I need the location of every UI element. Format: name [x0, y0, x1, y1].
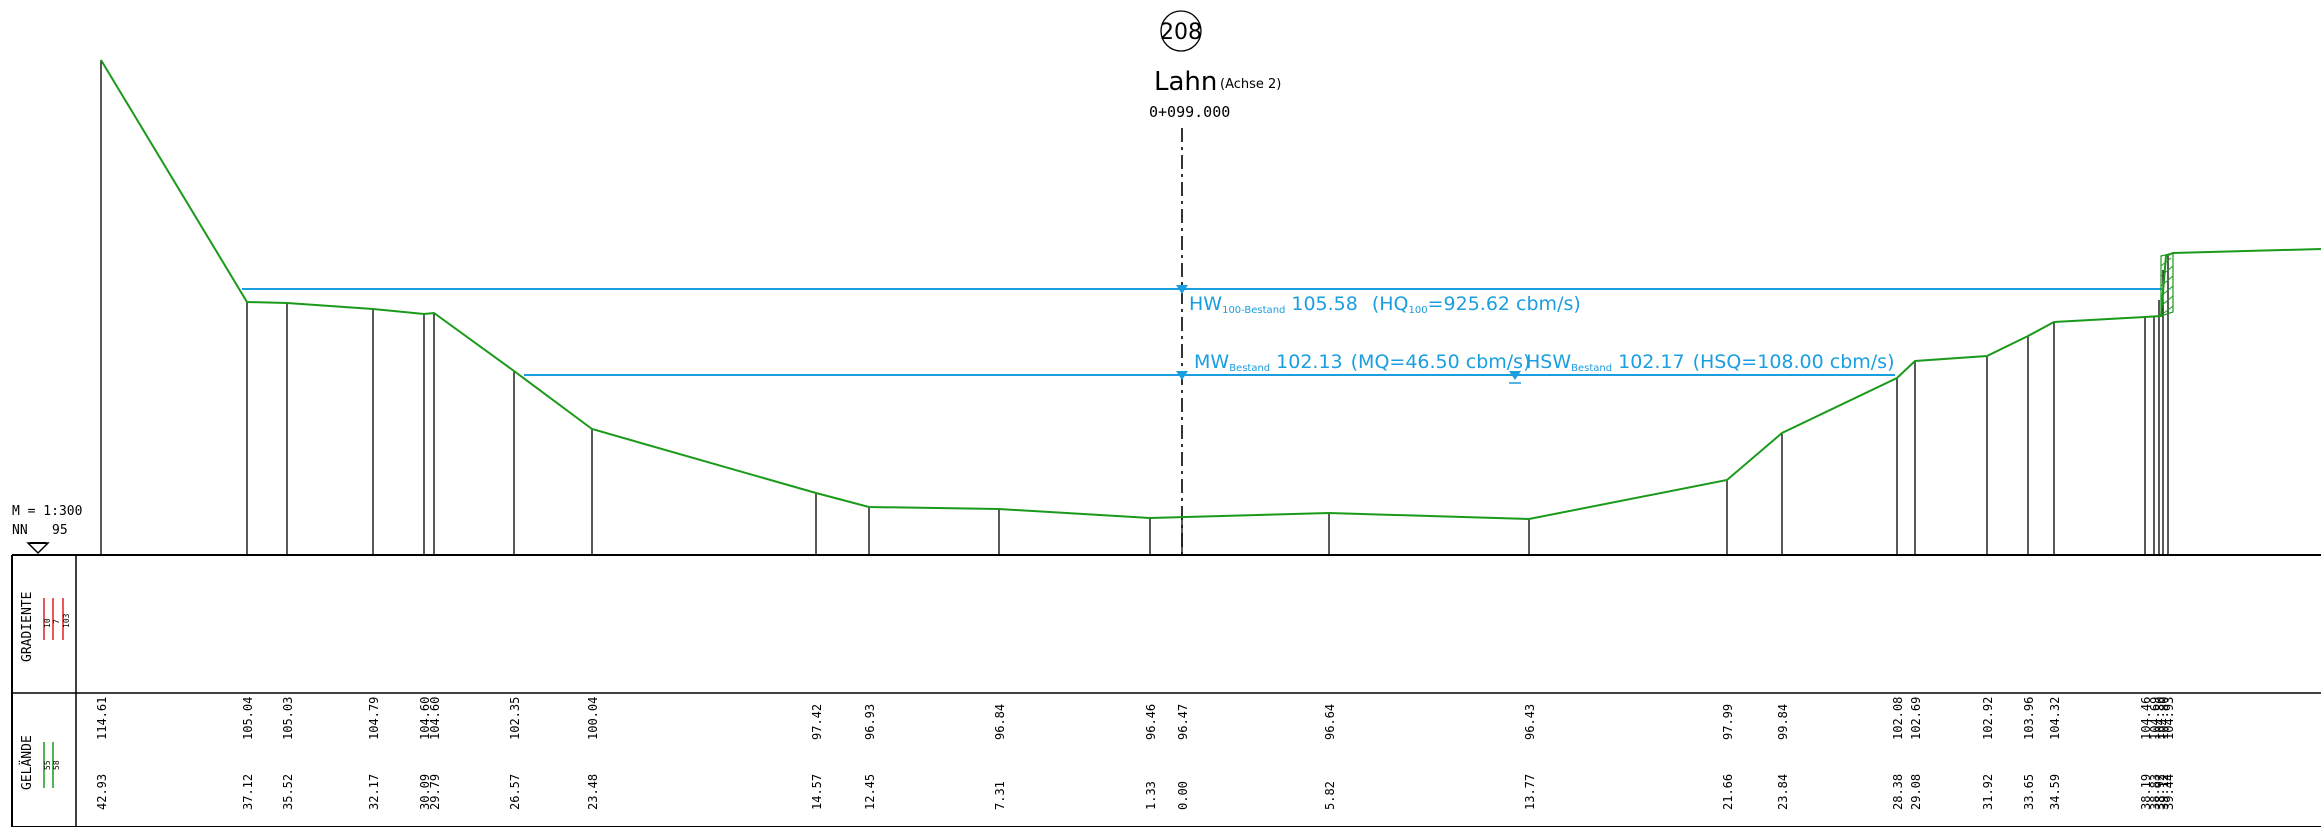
elevation-label: 104.93 [2162, 697, 2176, 740]
elevation-label: 96.84 [993, 704, 1007, 740]
distance-label: 1.33 [1144, 781, 1158, 810]
elevation-label: 97.42 [810, 704, 824, 740]
gelaende-legend: 55 58 [43, 742, 61, 788]
distance-label: 21.66 [1721, 774, 1735, 810]
elevation-label: 96.43 [1523, 704, 1537, 740]
elevation-label: 96.64 [1323, 704, 1337, 740]
elevation-label: 102.35 [508, 697, 522, 740]
elevation-label: 104.60 [418, 697, 432, 740]
distance-label: 12.45 [863, 774, 877, 810]
mw-label: MWBestand 102.13 (MQ=46.50 cbm/s) [1194, 351, 1530, 374]
station-number-circle [1160, 10, 1202, 52]
elevation-label: 114.61 [95, 697, 109, 740]
scale-ratio: M = 1:300 [12, 504, 82, 519]
gelaende-label: GELÄNDE [19, 735, 35, 790]
distance-label: 38.83 [2148, 774, 2162, 810]
mw-marker-icon [1176, 371, 1188, 380]
elevation-label: 100.04 [586, 697, 600, 740]
data-table: GRADIENTE 10 7 103 GELÄNDE 55 58 114.61 4… [11, 554, 2321, 827]
elevation-label: 102.69 [1909, 697, 1923, 740]
distance-label: 38.19 [2139, 774, 2153, 810]
elevation-label: 104.80 [2153, 697, 2167, 740]
terrain-verticals [100, 60, 2169, 555]
elevation-label: 103.96 [2022, 697, 2036, 740]
elevation-label: 104.60 [428, 697, 442, 740]
elevation-label: 105.03 [281, 697, 295, 740]
distance-label: 13.77 [1523, 774, 1537, 810]
datum-value: 95 [52, 523, 68, 538]
gelaende-legend-2: 58 [52, 760, 61, 770]
elevation-label: 104.32 [2048, 697, 2062, 740]
gradiente-label: GRADIENTE [20, 592, 35, 662]
distance-label: 42.93 [95, 774, 109, 810]
elevation-label: 104.69 [2148, 697, 2162, 740]
distance-label: 0.00 [1176, 781, 1190, 810]
elevation-label: 104.80 [2157, 697, 2171, 740]
gradiente-legend: 10 7 103 [43, 598, 71, 640]
datum-label: NN [12, 523, 28, 538]
chainage-label: 0+099.000 [1149, 103, 1230, 121]
distance-label: 39.12 [2157, 774, 2171, 810]
gradiente-legend-1: 10 [43, 618, 52, 628]
gelaende-legend-1: 55 [43, 760, 52, 770]
distance-label: 37.12 [241, 774, 255, 810]
river-name: Lahn [1154, 67, 1217, 97]
hsw-marker-icon [1509, 371, 1521, 380]
station-number: 208 [1160, 20, 1202, 45]
water-levels: HW100-Bestand 105.58 (HQ100=925.62 cbm/s) … [242, 285, 2162, 384]
distance-label: 39.44 [2162, 774, 2176, 810]
station-header: 208 Lahn (Achse 2) 0+099.000 [1149, 10, 1281, 555]
hw-marker-icon [1176, 285, 1188, 294]
distance-label: 38.92 [2153, 774, 2167, 810]
hw-label: HW100-Bestand 105.58 (HQ100=925.62 cbm/s) [1189, 293, 1581, 316]
distance-label: 28.38 [1891, 774, 1905, 810]
distance-label: 29.08 [1909, 774, 1923, 810]
elevation-label: 96.46 [1144, 704, 1158, 740]
distance-label: 33.65 [2022, 774, 2036, 810]
datum-marker-icon [26, 542, 50, 555]
distance-label: 7.31 [993, 781, 1007, 810]
elevation-label: 96.47 [1176, 704, 1190, 740]
elevation-label: 102.92 [1981, 697, 1995, 740]
terrain-line [100, 59, 2321, 521]
hsw-label: HSWBestand 102.17 (HSQ=108.00 cbm/s) [1526, 351, 1894, 374]
elevation-label: 96.93 [863, 704, 877, 740]
distance-label: 31.92 [1981, 774, 1995, 810]
elevation-label: 105.04 [241, 697, 255, 740]
elevation-label: 102.08 [1891, 697, 1905, 740]
scale-info: M = 1:300 NN 95 [12, 504, 82, 555]
axis-label: (Achse 2) [1220, 77, 1281, 92]
distance-label: 34.59 [2048, 774, 2062, 810]
profile-labels: 114.61 42.93 105.04 37.12 105.03 35.52 104.79 3… [95, 697, 2176, 810]
distance-label: 35.52 [281, 774, 295, 810]
elevation-label: 104.46 [2139, 697, 2153, 740]
distance-label: 23.84 [1776, 774, 1790, 810]
terrain-profile [100, 59, 2321, 555]
elevation-label: 99.84 [1776, 704, 1790, 740]
distance-label: 32.17 [367, 774, 381, 810]
distance-label: 5.82 [1323, 781, 1337, 810]
distance-label: 30.09 [418, 774, 432, 810]
distance-label: 26.57 [508, 774, 522, 810]
distance-label: 14.57 [810, 774, 824, 810]
distance-label: 23.48 [586, 774, 600, 810]
gradiente-legend-3: 103 [62, 613, 71, 628]
elevation-label: 97.99 [1721, 704, 1735, 740]
elevation-label: 104.79 [367, 697, 381, 740]
distance-label: 29.79 [428, 774, 442, 810]
gradiente-legend-2: 7 [52, 619, 61, 624]
